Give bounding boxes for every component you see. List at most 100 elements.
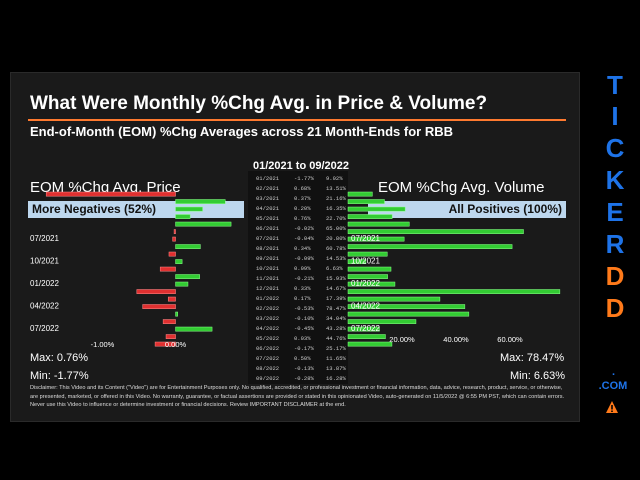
volume-min: Min: 6.63% (510, 370, 566, 382)
table-row: 05/2022 0.03% 44.76% (248, 334, 348, 344)
table-cell-volume: 14.67% (326, 285, 346, 292)
bar-01/2022 (347, 281, 396, 287)
y-tick-label: 07/2021 (351, 234, 380, 243)
table-cell-month: 08/2021 (256, 245, 280, 252)
bar-08/2021 (347, 244, 513, 249)
period-label: 01/2021 to 09/2022 (252, 160, 350, 172)
bar-09/2022 (347, 341, 393, 347)
bar-07/2022 (347, 326, 380, 332)
bar-08/2022 (347, 334, 386, 339)
table-row: 09/2021 -0.09% 14.53% (248, 254, 348, 264)
table-cell-price: -0.53% (294, 305, 314, 312)
table-row: 08/2022 -0.13% 13.87% (248, 364, 348, 374)
bar-11/2021 (347, 266, 392, 272)
bar-09/2022 (154, 341, 176, 347)
table-row: 11/2021 -0.21% 15.93% (248, 274, 348, 284)
table-cell-price: 0.50% (294, 355, 311, 362)
table-cell-price: -0.09% (294, 255, 314, 262)
table-row: 06/2021 -0.02% 65.00% (248, 224, 348, 234)
bar-04/2022 (142, 304, 176, 309)
bar-06/2021 (173, 229, 176, 234)
bar-07/2021 (172, 236, 176, 242)
bar-01/2021 (45, 191, 176, 197)
page-title: What Were Monthly %Chg Avg. in Price & V… (30, 93, 488, 114)
table-row: 08/2021 0.34% 60.78% (248, 244, 348, 254)
page-subtitle: End-of-Month (EOM) %Chg Averages across … (30, 124, 453, 139)
warning-icon (606, 401, 618, 413)
table-row: 02/2022 -0.53% 78.47% (248, 304, 348, 314)
table-cell-month: 09/2021 (256, 255, 280, 262)
table-cell-month: 03/2022 (256, 315, 280, 322)
table-cell-volume: 78.47% (326, 305, 346, 312)
bar-08/2022 (165, 334, 176, 339)
table-cell-volume: 60.78% (326, 245, 346, 252)
table-cell-month: 06/2022 (256, 345, 280, 352)
table-cell-price: 0.34% (294, 245, 311, 252)
y-tick-label: 07/2022 (351, 324, 380, 333)
table-row: 06/2022 -0.17% 25.17% (248, 344, 348, 354)
x-tick-label: -1.00% (91, 340, 115, 349)
table-row: 07/2021 -0.04% 20.80% (248, 234, 348, 244)
y-tick-label: 01/2022 (351, 279, 380, 288)
table-cell-price: 0.20% (294, 205, 311, 212)
table-cell-volume: 16.35% (326, 205, 346, 212)
brand-letter: T (607, 70, 623, 100)
disclaimer-text: Disclaimer: This Video and its Content (… (30, 385, 565, 409)
table-row: 02/2021 0.68% 13.51% (248, 184, 348, 194)
bar-03/2021 (175, 206, 203, 212)
table-cell-volume: 17.39% (326, 295, 346, 302)
table-row: 01/2022 0.17% 17.39% (248, 294, 348, 304)
table-cell-price: -0.17% (294, 345, 314, 352)
table-cell-month: 09/2022 (256, 375, 280, 382)
table-cell-volume: 25.17% (326, 345, 346, 352)
price-banner: More Negatives (52%) (28, 201, 244, 218)
bar-04/2021 (347, 214, 393, 219)
table-cell-volume: 34.04% (326, 315, 346, 322)
bar-10/2021 (347, 259, 367, 264)
bar-01/2022 (175, 281, 189, 287)
brand-letter: R (605, 229, 625, 259)
brand-letter: E (606, 197, 624, 227)
y-tick-label: 04/2022 (351, 302, 380, 311)
y-tick-label: 10/2021 (351, 257, 380, 266)
x-tick-label: 0.00% (165, 340, 187, 349)
bar-04/2021 (175, 214, 191, 219)
brand-letter: I (611, 101, 619, 131)
bar-12/2021 (175, 274, 200, 279)
table-cell-volume: 13.87% (326, 365, 346, 372)
table-cell-volume: 6.63% (326, 265, 343, 272)
table-cell-month: 04/2021 (256, 205, 280, 212)
table-cell-volume: 20.80% (326, 235, 346, 242)
table-cell-price: 0.68% (294, 185, 311, 192)
x-tick-label: 60.00% (497, 335, 523, 344)
table-cell-volume: 43.28% (326, 325, 346, 332)
bar-01/2021 (347, 191, 373, 197)
table-row: 10/2021 0.09% 6.63% (248, 264, 348, 274)
volume-heading: EOM %Chg Avg. Volume (378, 179, 545, 196)
table-cell-month: 05/2022 (256, 335, 280, 342)
y-tick-label: 10/2021 (30, 257, 59, 266)
bar-05/2021 (347, 221, 410, 227)
table-cell-price: -0.02% (294, 225, 314, 232)
bar-03/2022 (167, 296, 176, 302)
table-row: 07/2022 0.50% 11.65% (248, 354, 348, 364)
brand-letter: K (605, 165, 625, 195)
brand-letter-orange: D (605, 261, 625, 291)
table-cell-volume: 9.02% (326, 175, 343, 182)
table-cell-price: -0.28% (294, 375, 314, 382)
bar-05/2021 (175, 221, 232, 227)
bar-05/2022 (347, 311, 470, 317)
table-cell-month: 05/2021 (256, 215, 280, 222)
table-cell-month: 01/2022 (256, 295, 280, 302)
table-row: 04/2021 0.20% 16.35% (248, 204, 348, 214)
bar-08/2021 (175, 244, 201, 249)
table-row: 09/2022 -0.28% 16.28% (248, 374, 348, 384)
table-cell-volume: 15.93% (326, 275, 346, 282)
bar-06/2022 (347, 319, 417, 324)
table-cell-month: 04/2022 (256, 325, 280, 332)
table-cell-month: 07/2022 (256, 355, 280, 362)
y-tick-label: 04/2022 (30, 302, 59, 311)
table-row: 01/2021 -1.77% 9.02% (248, 174, 348, 184)
y-tick-label: 07/2022 (30, 324, 59, 333)
x-tick-label: 20.00% (389, 335, 415, 344)
